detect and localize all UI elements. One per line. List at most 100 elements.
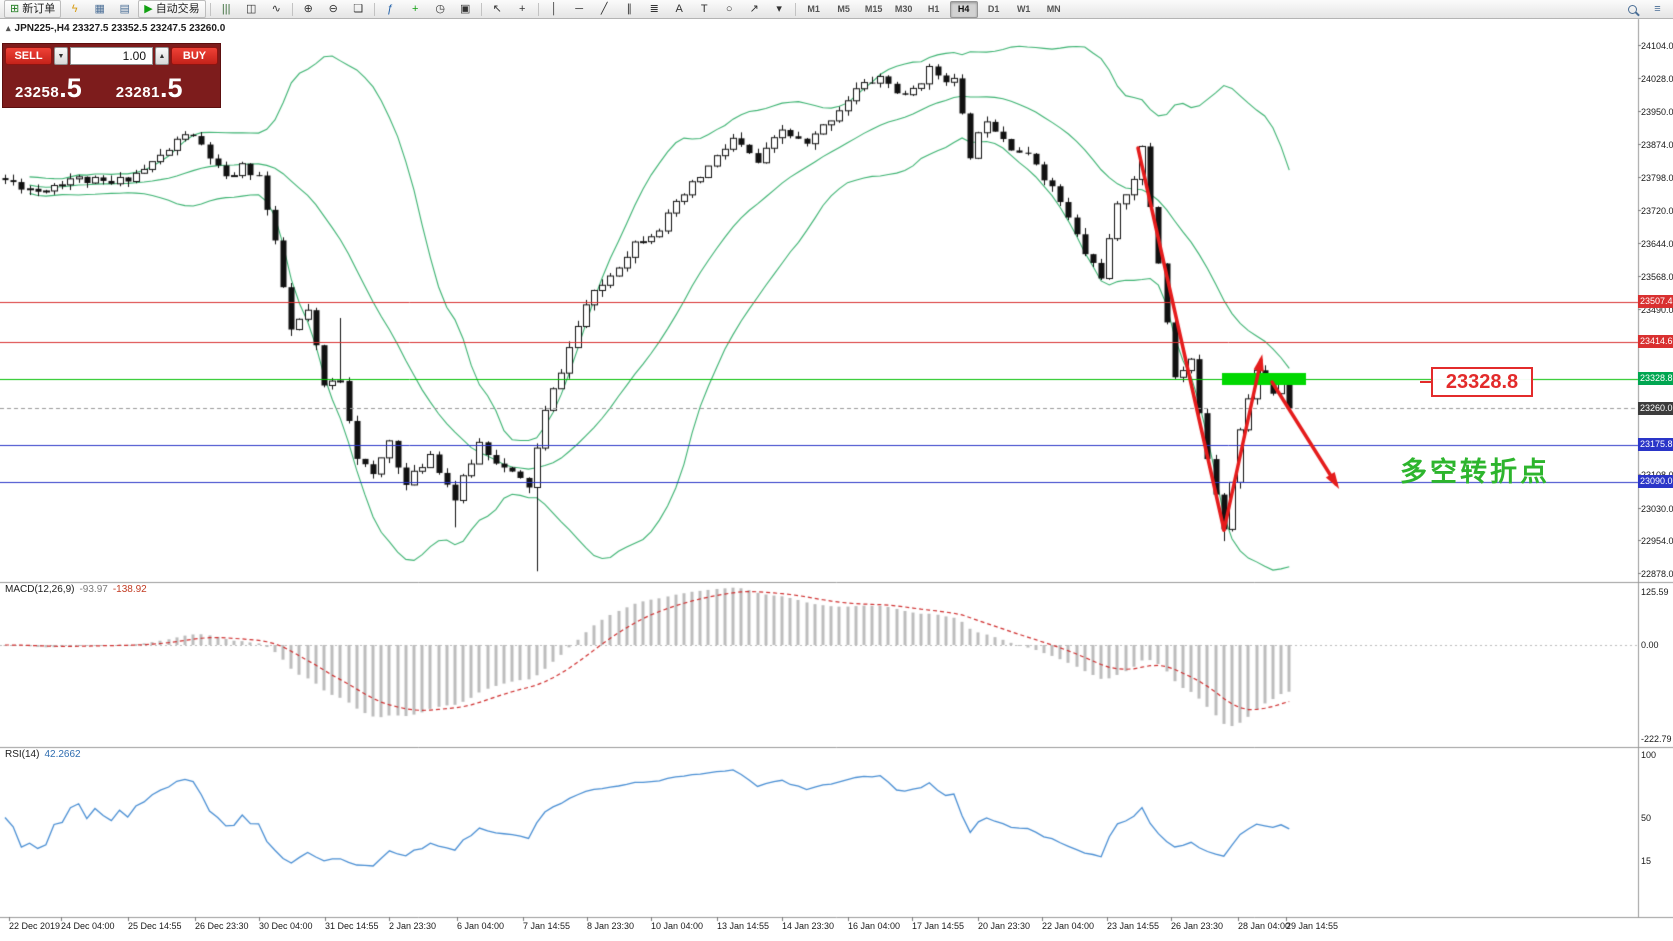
timeframe-button-MN[interactable]: MN	[1046, 4, 1061, 14]
fibonacci-icon[interactable]: ≣	[643, 0, 666, 18]
price-tick-label: 23108.0	[1641, 470, 1673, 480]
price-tick-label: 23490.0	[1641, 305, 1673, 316]
search-icon[interactable]	[1621, 0, 1644, 18]
buy-price-main: 23281	[115, 84, 160, 101]
macd-value-signal: -138.92	[112, 584, 147, 595]
timeframe-button-M5[interactable]: M5	[837, 4, 850, 14]
alerts-icon[interactable]: ▤	[113, 0, 136, 18]
toolbar-separator	[794, 2, 796, 16]
buy-button[interactable]: BUY	[171, 47, 218, 65]
turning-point-annotation[interactable]: 多空转折点	[1400, 457, 1550, 487]
toolbar-separator	[291, 2, 293, 16]
text-label-icon[interactable]: T	[693, 0, 716, 18]
time-axis-label: 22 Dec 2019	[9, 921, 61, 931]
price-line-label: 23175.8	[1638, 438, 1673, 452]
timeframe-button-H4[interactable]: H4	[949, 0, 978, 18]
charts-window-icon[interactable]: ▦	[88, 0, 111, 18]
sell-price: 23258.5	[15, 75, 82, 102]
toolbar-separator	[480, 2, 482, 16]
toolbar-separator	[373, 2, 375, 16]
zoom-out-icon[interactable]: ⊖	[322, 0, 345, 18]
time-axis-label: 22 Jan 04:00	[1042, 921, 1095, 931]
price-callout-label[interactable]: 23328.8	[1420, 367, 1533, 397]
time-axis-label: 26 Dec 23:30	[195, 921, 249, 931]
time-axis-label: 25 Dec 14:55	[128, 921, 182, 931]
timeframe-button-M30[interactable]: M30	[894, 4, 913, 14]
menu-icon: ≡	[1654, 3, 1661, 15]
channel-icon[interactable]: ∥	[618, 0, 641, 18]
candlestick-chart-icon: ◫	[245, 3, 257, 15]
time-periods-icon[interactable]: ◷	[429, 0, 452, 18]
horizontal-line-icon[interactable]: ─	[568, 0, 591, 18]
autotrading-button[interactable]: ▶ 自动交易	[138, 0, 206, 18]
text-icon[interactable]: A	[668, 0, 691, 18]
menu-icon[interactable]: ≡	[1646, 0, 1669, 18]
autotrading-icon: ▶	[144, 3, 153, 15]
new-order-button[interactable]: ⊞ 新订单	[4, 0, 62, 18]
alerts-icon: ▤	[119, 3, 130, 15]
trendline-icon[interactable]: ╱	[593, 0, 616, 18]
channel-icon: ∥	[626, 3, 632, 15]
buy-price: 23281.5	[115, 73, 183, 103]
add-indicator-icon[interactable]: +	[404, 0, 427, 18]
search-icon	[1628, 4, 1637, 14]
time-axis-label: 7 Jan 14:55	[523, 921, 571, 931]
shapes-icon[interactable]: ○	[718, 0, 741, 18]
price-line-label: 23507.4	[1638, 295, 1673, 309]
zoom-in-icon[interactable]: ⊕	[297, 0, 320, 18]
rsi-axis-label: 100	[1641, 750, 1657, 760]
autotrading-label: 自动交易	[155, 3, 200, 15]
vertical-line-icon[interactable]: │	[543, 0, 566, 18]
price-tick-label: 23798.0	[1641, 172, 1673, 183]
buy-price-frac: .5	[159, 73, 183, 103]
trendline-icon: ╱	[600, 3, 608, 15]
timeframe-button-M15[interactable]: M15	[864, 4, 883, 14]
fibonacci-icon: ≣	[649, 3, 659, 15]
horizontal-line-icon: ─	[575, 3, 584, 15]
time-axis-label: 23 Jan 14:55	[1107, 921, 1160, 931]
bar-chart-icon[interactable]: |||	[215, 0, 238, 18]
time-axis-label: 2 Jan 23:30	[389, 921, 437, 931]
crosshair-icon[interactable]: +	[511, 0, 534, 18]
time-axis-label: 14 Jan 23:30	[782, 921, 835, 931]
rsi-axis-label: 50	[1641, 812, 1652, 823]
timeframe-button-W1[interactable]: W1	[1016, 4, 1031, 14]
line-chart-icon[interactable]: ∿	[265, 0, 288, 18]
volume-increase-button[interactable]: ▲	[155, 47, 169, 65]
candlestick-chart-icon[interactable]: ◫	[240, 0, 263, 18]
main-toolbar: ⊞ 新订单 ϟ ▦ ▤ ▶ 自动交易 ||| ◫ ∿ ⊕ ⊖ ❏ ƒ + ◷ ▣ ↖ + │ ─ ╱ ∥ ≣ A T ○ ↗ ▾ M1 M5…	[0, 0, 1673, 19]
chart-settings-icon[interactable]: ▣	[454, 0, 477, 18]
text-label-icon: T	[700, 3, 708, 15]
objects-dropdown-icon[interactable]: ▾	[768, 0, 791, 18]
indicators-icon: ƒ	[387, 3, 394, 15]
chart-settings-icon: ▣	[459, 3, 471, 15]
arrows-icon[interactable]: ↗	[743, 0, 766, 18]
symbol-info: ▴ JPN225-,H4 23327.5 23352.5 23247.5 232…	[6, 23, 225, 34]
time-axis-label: 13 Jan 14:55	[717, 921, 770, 931]
price-tick-label: 23720.0	[1641, 206, 1673, 217]
timeframe-button-M1[interactable]: M1	[807, 4, 820, 14]
one-click-trading-icon[interactable]: ϟ	[63, 0, 86, 18]
time-axis-label: 16 Jan 04:00	[848, 921, 901, 931]
chart-symbol-icon: ▴	[6, 23, 11, 33]
price-tick-label: 23950.0	[1641, 107, 1673, 118]
one-click-trade-panel: SELL ▼ 1.00 ▲ BUY 23258.5 23281.5	[2, 43, 221, 108]
time-axis-label: 20 Jan 23:30	[978, 921, 1031, 931]
volume-input[interactable]: 1.00	[70, 47, 153, 65]
tile-windows-icon[interactable]: ❏	[347, 0, 370, 18]
sell-button[interactable]: SELL	[5, 47, 52, 65]
rsi-axis-label: 15	[1641, 856, 1652, 867]
macd-axis-label: 125.59	[1641, 587, 1669, 598]
timeframe-button-D1[interactable]: D1	[987, 4, 1000, 14]
shapes-icon: ○	[725, 3, 733, 15]
volume-decrease-button[interactable]: ▼	[54, 47, 68, 65]
cursor-icon[interactable]: ↖	[486, 0, 509, 18]
price-tick-label: 24104.0	[1641, 41, 1673, 51]
arrows-icon: ↗	[749, 3, 759, 15]
price-tick-label: 24028.0	[1641, 73, 1673, 84]
price-tick-label: 23874.0	[1641, 140, 1673, 151]
indicators-icon[interactable]: ƒ	[379, 0, 402, 18]
timeframe-button-H1[interactable]: H1	[927, 4, 940, 14]
new-order-icon: ⊞	[10, 3, 20, 15]
